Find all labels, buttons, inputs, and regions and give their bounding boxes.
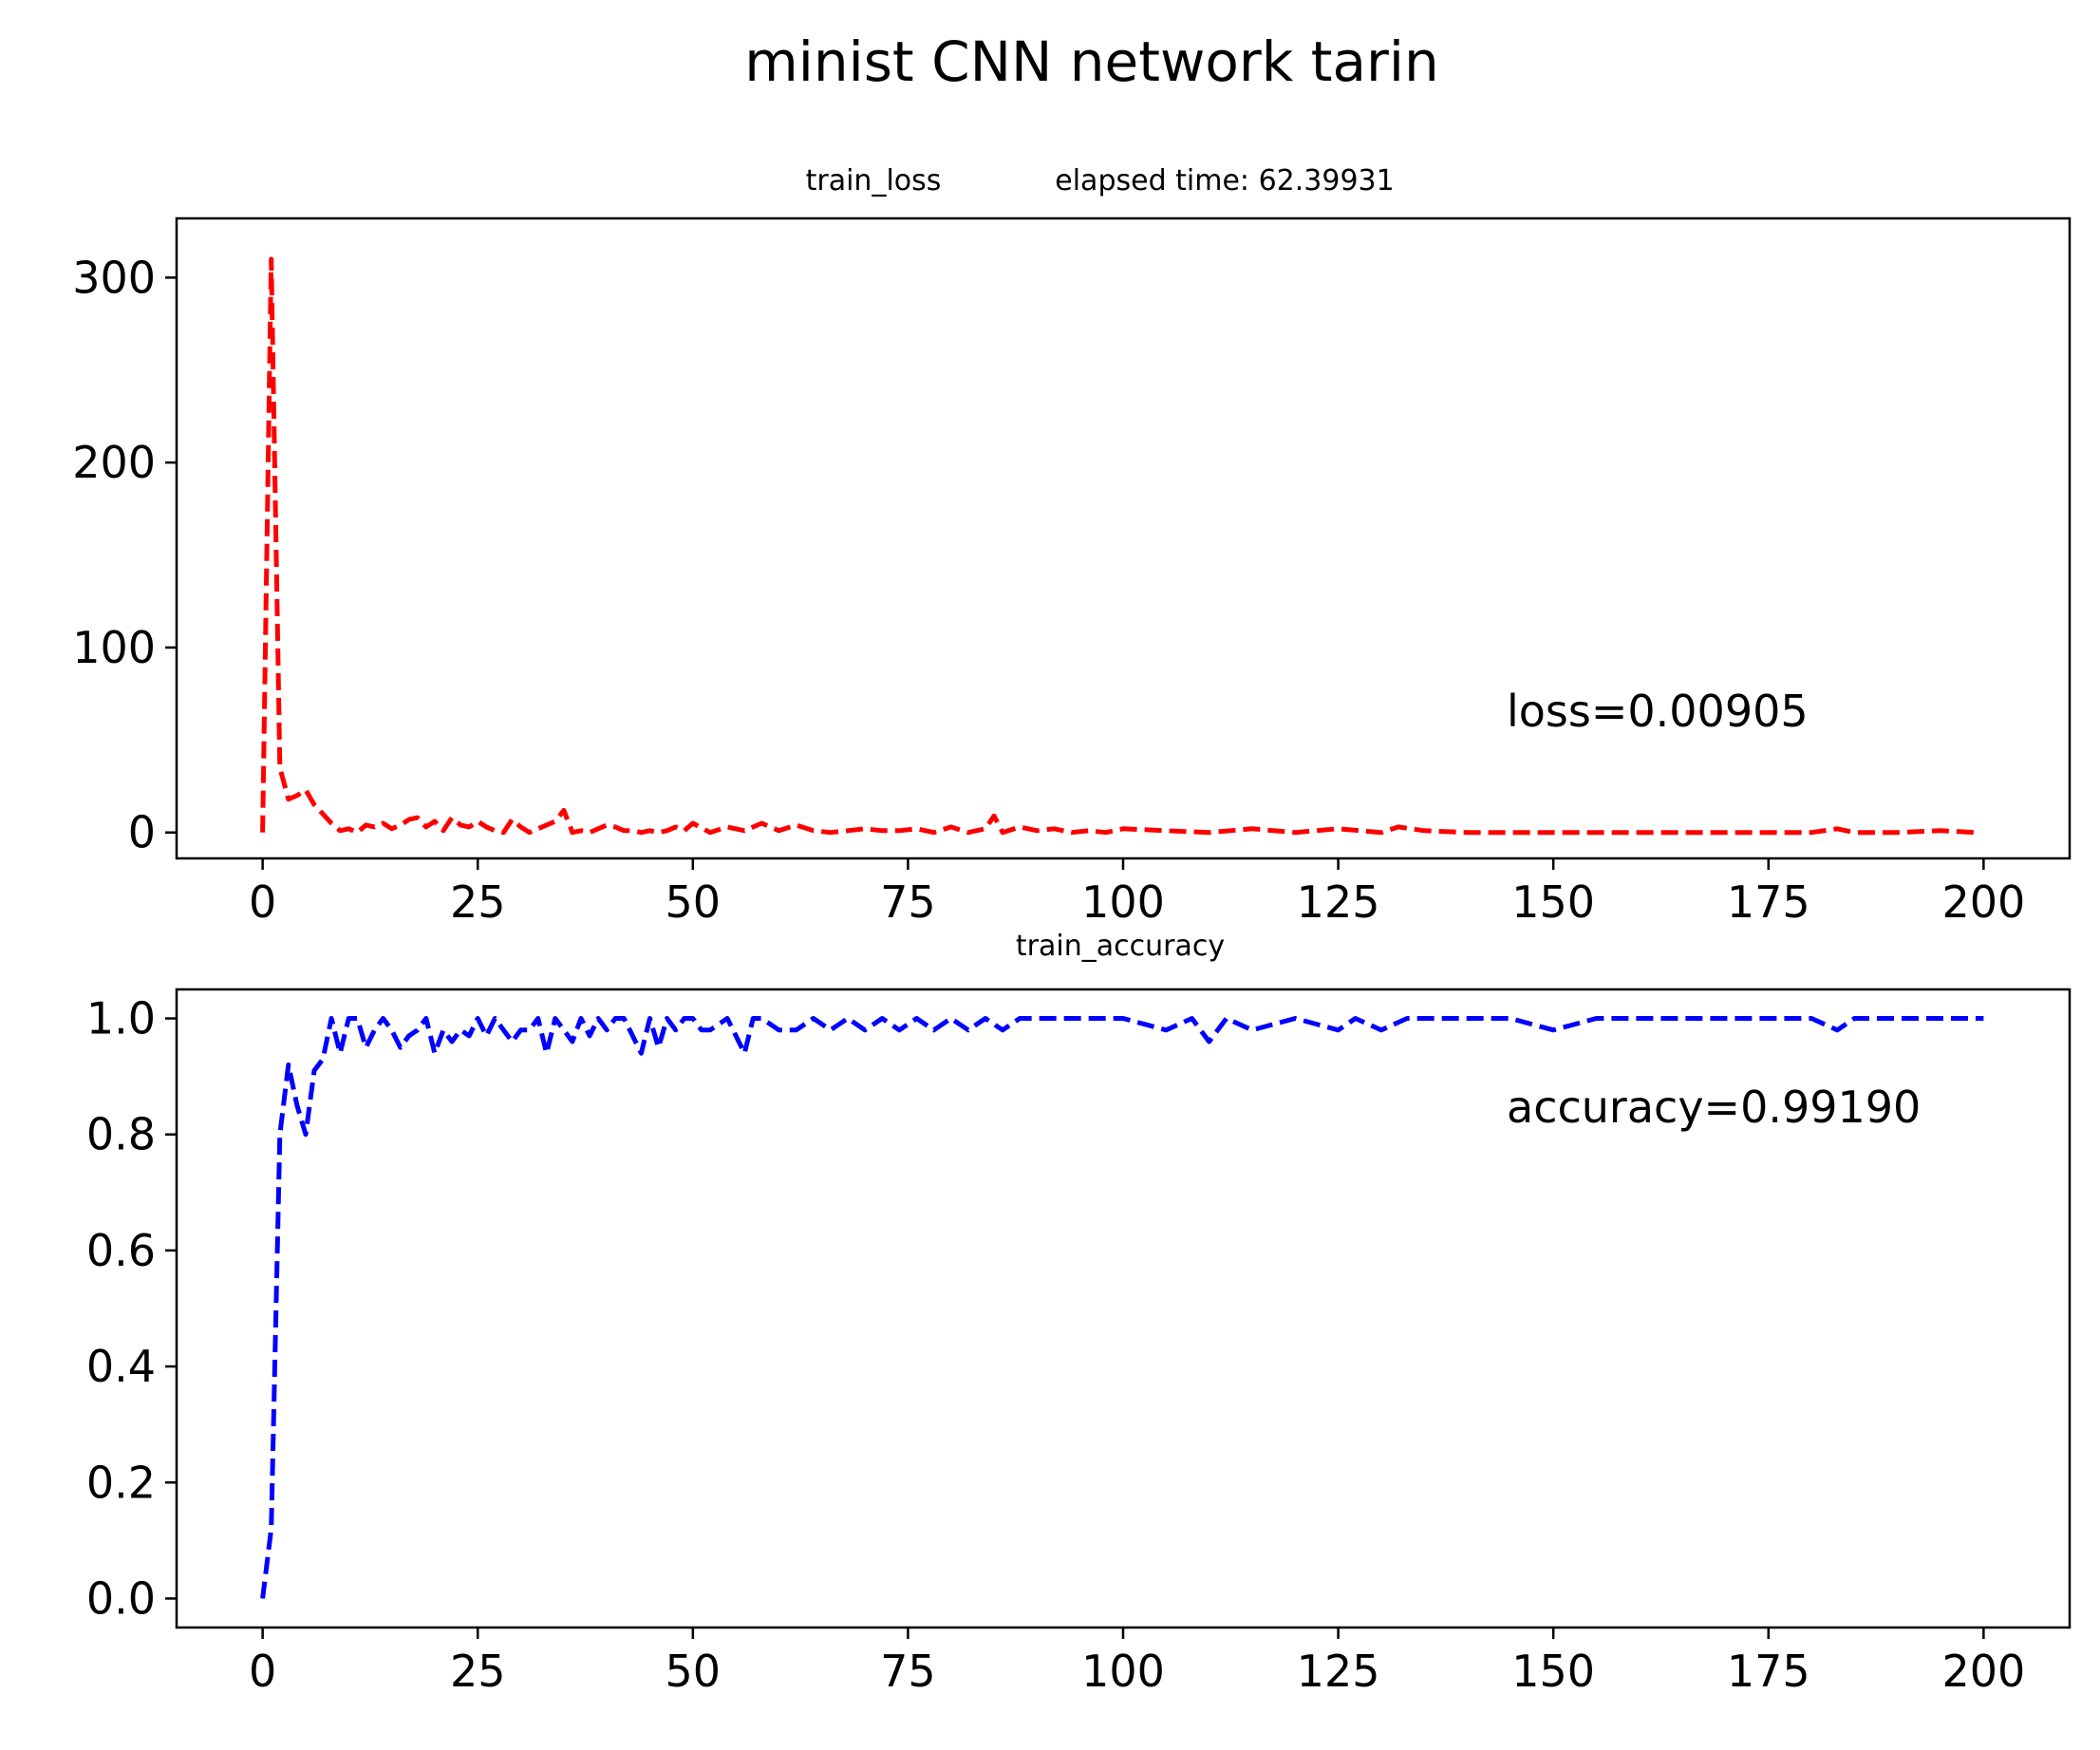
accuracy-annotation: accuracy=0.99190 xyxy=(1507,1082,1921,1133)
accuracy-ytick-label: 0.2 xyxy=(86,1457,156,1508)
loss-ytick-label: 0 xyxy=(128,807,156,858)
loss-xtick-label: 0 xyxy=(249,876,276,928)
loss-xtick-label: 200 xyxy=(1941,876,2025,928)
accuracy-axis-ticks: 0 25 50 75 100 125 150 175 200 0.0 0.2 0.4 0.6 0.8 1.0 xyxy=(86,993,2025,1697)
accuracy-ytick-label: 1.0 xyxy=(86,993,156,1044)
accuracy-ytick-label: 0.8 xyxy=(86,1109,156,1160)
loss-ytick-label: 200 xyxy=(72,437,156,488)
loss-xtick-label: 175 xyxy=(1727,876,1810,928)
loss-axis-ticks: 0 25 50 75 100 125 150 175 200 0 100 200 300 xyxy=(72,252,2025,928)
loss-xtick-label: 150 xyxy=(1511,876,1595,928)
accuracy-axes-frame xyxy=(175,988,2072,1629)
accuracy-xtick-label: 200 xyxy=(1941,1646,2025,1697)
accuracy-ytick-label: 0.6 xyxy=(86,1225,156,1276)
accuracy-ytick-label: 0.0 xyxy=(86,1572,156,1624)
loss-annotation: loss=0.00905 xyxy=(1507,686,1809,737)
accuracy-xtick-label: 150 xyxy=(1511,1646,1595,1697)
accuracy-panel-title: train_accuracy xyxy=(1016,930,1225,963)
loss-axes-frame xyxy=(175,216,2072,860)
accuracy-xtick-label: 75 xyxy=(880,1646,936,1697)
loss-series-line xyxy=(260,256,1976,836)
loss-xtick-label: 50 xyxy=(666,876,722,928)
accuracy-xtick-label: 175 xyxy=(1727,1646,1810,1697)
accuracy-ytick-label: 0.4 xyxy=(86,1341,156,1392)
accuracy-xtick-label: 125 xyxy=(1297,1646,1380,1697)
accuracy-xtick-label: 100 xyxy=(1081,1646,1165,1697)
loss-panel-title: train_loss xyxy=(806,164,942,198)
accuracy-xtick-label: 25 xyxy=(450,1646,506,1697)
accuracy-xtick-label: 50 xyxy=(666,1646,722,1697)
loss-ytick-label: 100 xyxy=(72,622,156,673)
loss-xtick-label: 75 xyxy=(880,876,936,928)
accuracy-series-line xyxy=(260,1016,1984,1599)
loss-ytick-label: 300 xyxy=(72,252,156,303)
loss-panel: train_loss elapsed time: 62.39931 0 25 50 7… xyxy=(72,164,2072,928)
accuracy-panel: train_accuracy 0 25 50 75 100 125 150 175 200 0.0… xyxy=(86,930,2072,1697)
accuracy-xtick-label: 0 xyxy=(249,1646,276,1697)
loss-xtick-label: 125 xyxy=(1297,876,1380,928)
figure-suptitle: minist CNN network tarin xyxy=(744,29,1439,94)
loss-xtick-label: 100 xyxy=(1081,876,1165,928)
loss-xtick-label: 25 xyxy=(450,876,506,928)
loss-panel-subtitle: elapsed time: 62.39931 xyxy=(1055,164,1394,198)
